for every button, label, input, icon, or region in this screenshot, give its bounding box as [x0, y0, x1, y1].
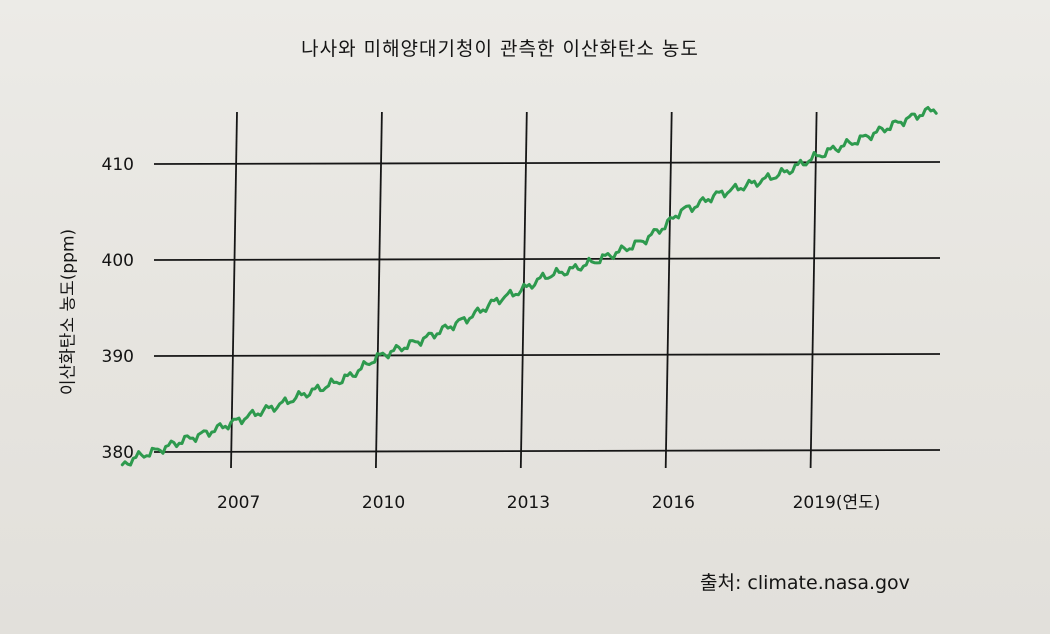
- h-grid-line-410: [153, 161, 941, 165]
- y-tick-labels: 380 390 400 410: [102, 155, 134, 463]
- x-tick-label-2010: 2010: [362, 493, 405, 513]
- h-grid-line-400: [153, 257, 941, 261]
- grid-lines: [153, 111, 941, 469]
- v-grid-line-2016: [664, 111, 673, 469]
- y-tick-label-380: 380: [102, 443, 134, 463]
- x-tick-label-2016: 2016: [652, 493, 695, 513]
- co2-series-line: [120, 106, 938, 467]
- x-tick-label-2007: 2007: [217, 493, 260, 513]
- v-grid-line-2013: [519, 111, 528, 469]
- y-tick-label-390: 390: [102, 347, 134, 367]
- chart-title: 나사와 미해양대기청이 관측한 이산화탄소 농도: [301, 38, 699, 60]
- y-tick-label-410: 410: [102, 155, 134, 175]
- v-grid-line-2007: [230, 111, 238, 469]
- source-credit: 출처: climate.nasa.gov: [700, 572, 910, 594]
- v-grid-line-2019: [809, 111, 818, 469]
- h-grid-line-390: [153, 353, 941, 357]
- data-series: [120, 106, 938, 467]
- x-tick-label-2013: 2013: [507, 493, 550, 513]
- v-grid-line-2010: [375, 111, 383, 469]
- x-tick-label-2019: 2019(연도): [793, 493, 881, 513]
- y-tick-label-400: 400: [102, 251, 134, 271]
- h-grid-line-380: [153, 449, 941, 453]
- x-tick-labels: 2007 2010 2013 2016 2019(연도): [217, 493, 880, 513]
